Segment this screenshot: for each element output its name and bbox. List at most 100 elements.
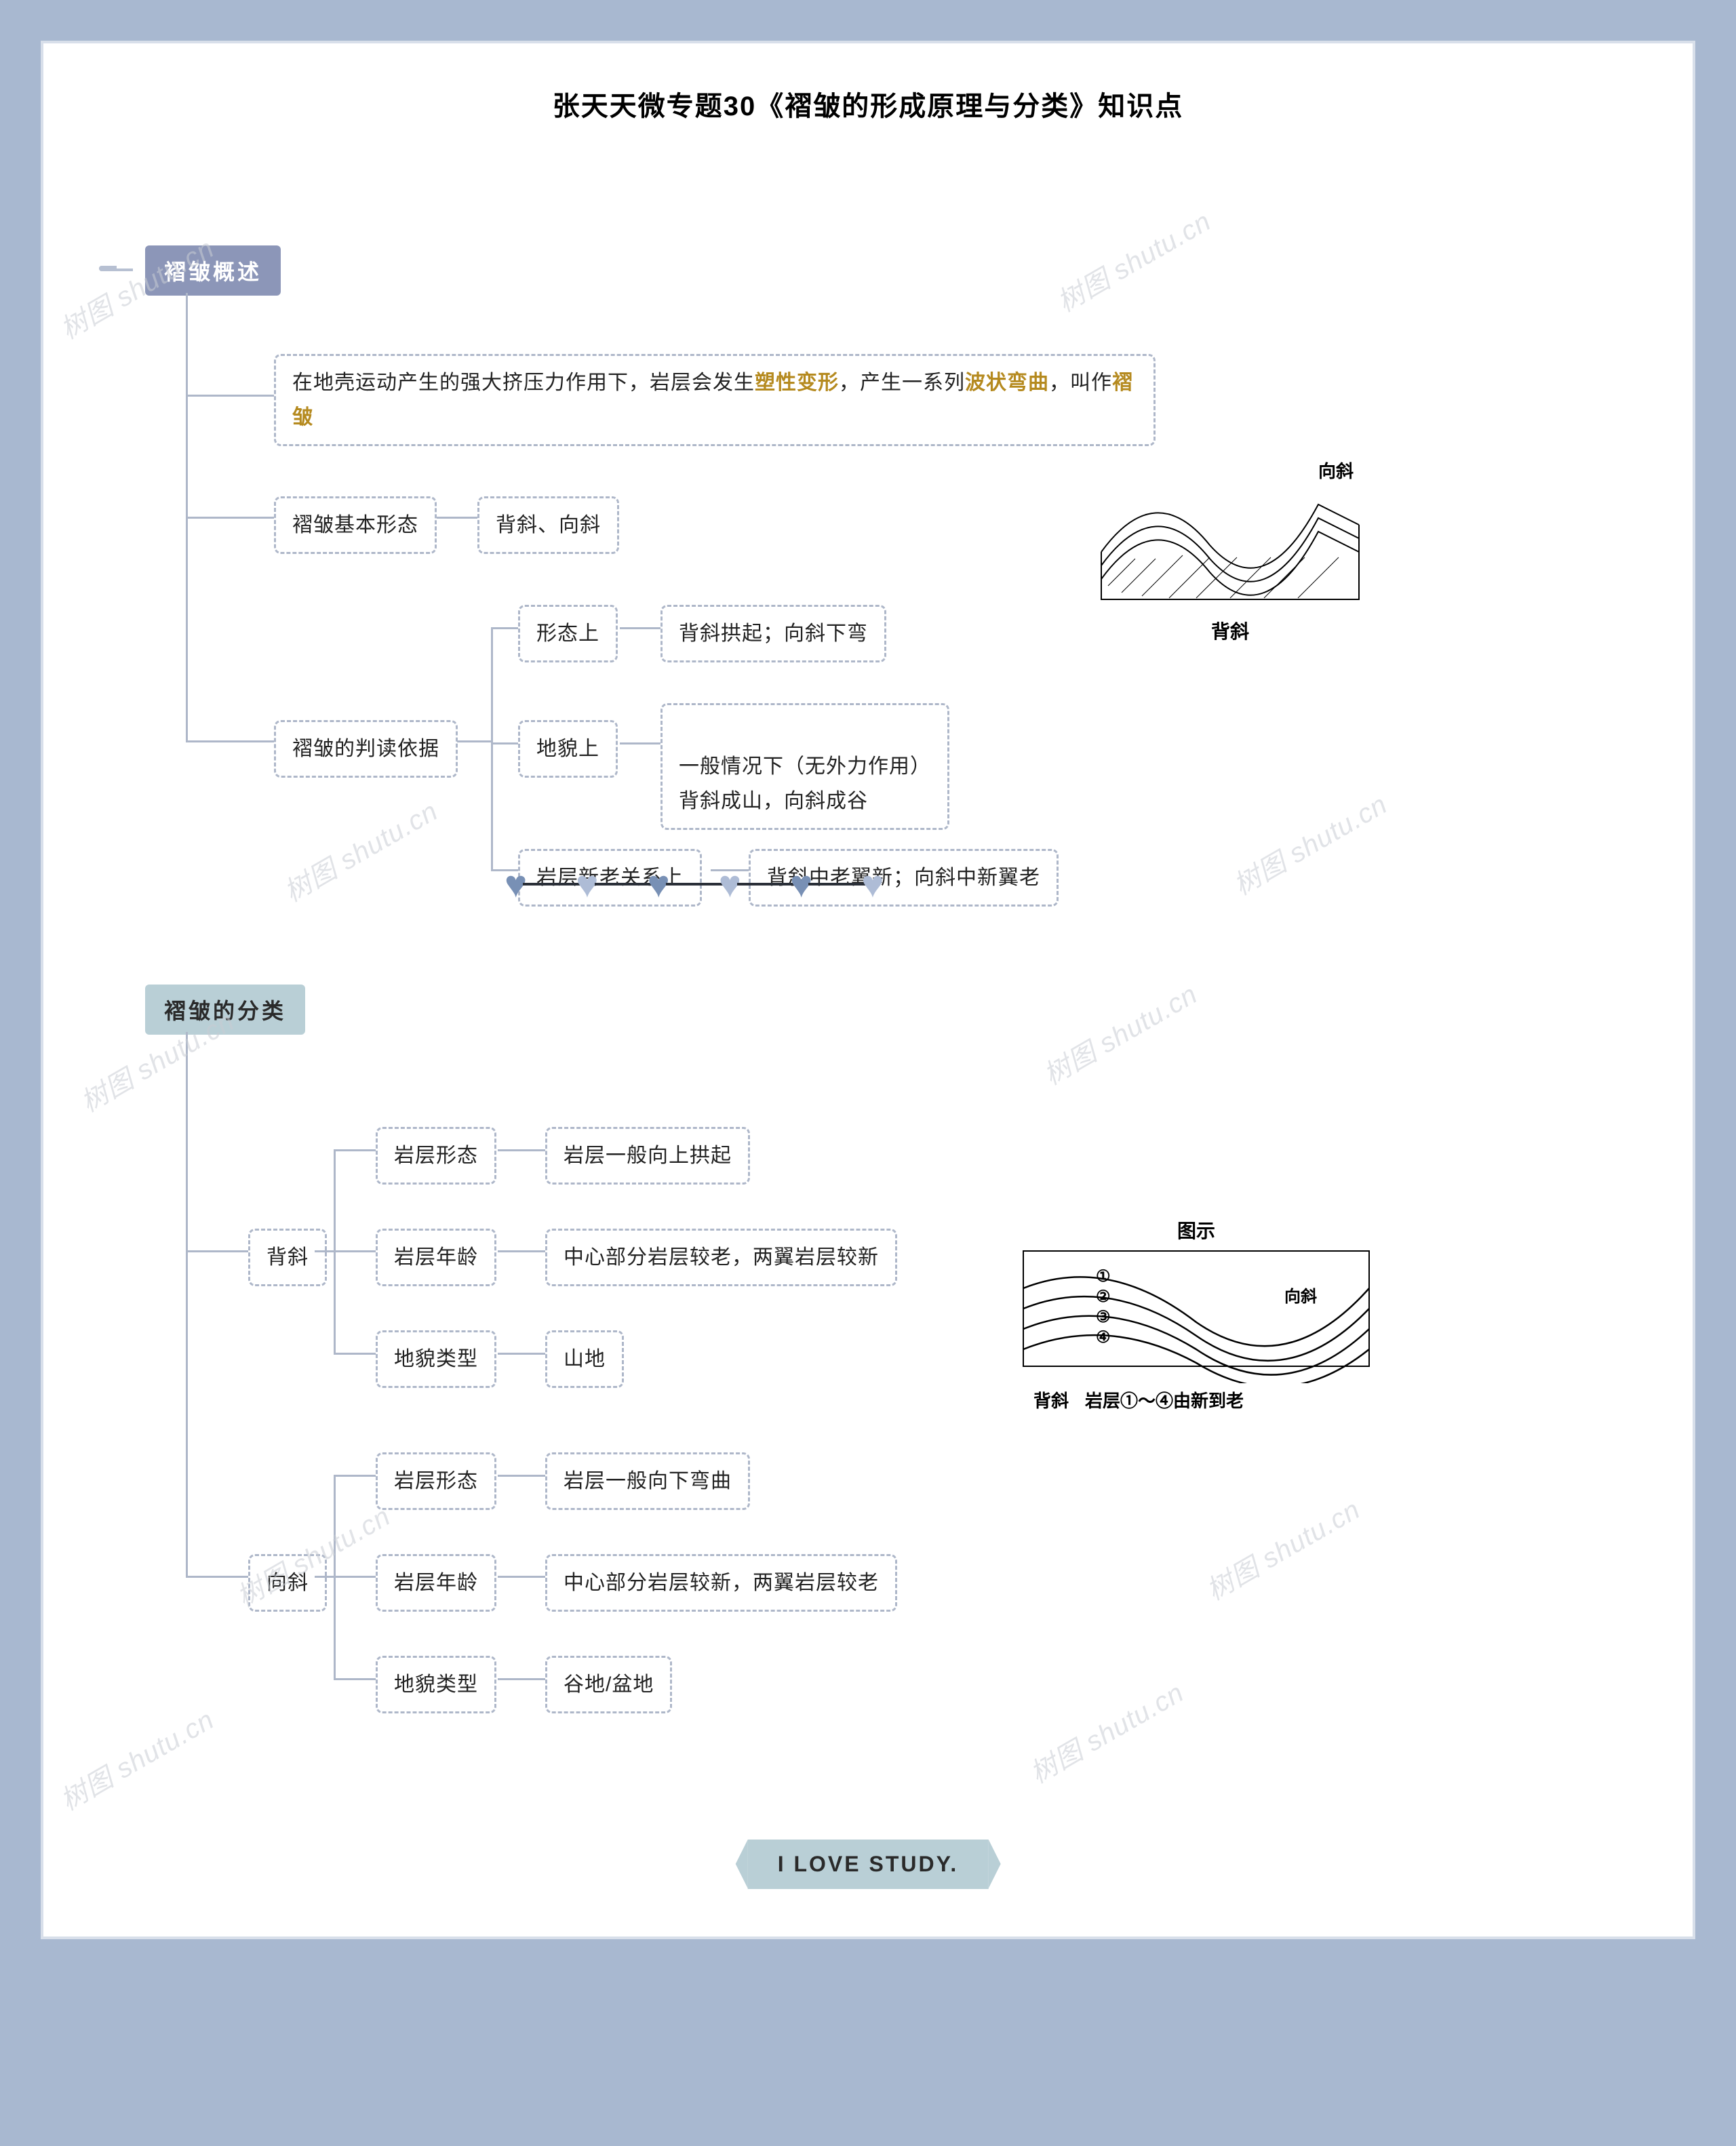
conn — [334, 1475, 376, 1477]
node-syncline-shape-label: 岩层形态 — [376, 1452, 496, 1510]
footer-text: I LOVE STUDY. — [778, 1852, 959, 1876]
block-diagram-svg: 向斜 — [1094, 450, 1366, 613]
figure-age-chart: 图示 ① ② ③ ④ 向斜 背斜 岩层①～④由新到老 — [1013, 1216, 1379, 1412]
page-title: 张天天微专题30《褶皱的形成原理与分类》知识点 — [71, 84, 1665, 123]
node-syncline-age-label: 岩层年龄 — [376, 1554, 496, 1612]
conn — [491, 627, 493, 871]
conn — [334, 1576, 376, 1578]
root-stub — [114, 269, 133, 271]
conn — [334, 1149, 376, 1151]
node-anticline-topo-label: 地貌类型 — [376, 1330, 496, 1388]
conn — [334, 1353, 376, 1355]
footer-banner: I LOVE STUDY. — [748, 1840, 989, 1889]
watermark: 树图 shutu.cn — [1198, 1488, 1366, 1608]
anticline-age-label: 岩层年龄 — [394, 1246, 478, 1269]
age-chart-svg: ① ② ③ ④ 向斜 — [1020, 1248, 1373, 1383]
anticline-label: 背斜 — [267, 1246, 309, 1269]
criteria-topo-label: 地貌上 — [536, 738, 599, 760]
conn — [315, 1576, 334, 1578]
hearts-row: ♥ ♥ ♥ ♥ ♥ ♥ — [505, 865, 884, 903]
def-mid: ，产生一系列 — [839, 372, 965, 394]
node-definition: 在地壳运动产生的强大挤压力作用下，岩层会发生塑性变形，产生一系列波状弯曲，叫作褶… — [274, 354, 1156, 446]
conn — [620, 627, 660, 629]
syncline-topo-label: 地貌类型 — [394, 1673, 478, 1696]
node-criteria-label: 褶皱的判读依据 — [274, 720, 458, 778]
svg-text:向斜: 向斜 — [1284, 1287, 1317, 1306]
node-criteria-topo-value: 一般情况下（无外力作用） 背斜成山，向斜成谷 — [660, 703, 949, 830]
watermark: 树图 shutu.cn — [1021, 1671, 1189, 1791]
label-anticline: 背斜 — [1088, 617, 1373, 644]
conn — [186, 1250, 248, 1252]
conn — [186, 740, 274, 742]
section-tag-overview: 褶皱概述 — [145, 245, 281, 296]
age-chart-caption-right: 岩层①～④由新到老 — [1085, 1387, 1244, 1412]
section-tag-class-label: 褶皱的分类 — [164, 999, 286, 1023]
def-hl1: 塑性变形 — [755, 372, 839, 394]
heart-line — [808, 883, 865, 886]
conn — [620, 742, 660, 744]
node-anticline-shape-label: 岩层形态 — [376, 1127, 496, 1185]
conn — [315, 1250, 334, 1252]
node-criteria-shape-value: 背斜拱起；向斜下弯 — [660, 605, 886, 662]
syncline-age-label: 岩层年龄 — [394, 1572, 478, 1594]
conn — [498, 1576, 545, 1578]
anticline-shape-label: 岩层形态 — [394, 1145, 478, 1167]
basic-form-value: 背斜、向斜 — [496, 514, 601, 536]
node-anticline-age-value: 中心部分岩层较老，两翼岩层较新 — [545, 1229, 897, 1286]
conn — [491, 627, 518, 629]
criteria-shape-value: 背斜拱起；向斜下弯 — [679, 622, 868, 645]
node-criteria-shape-label: 形态上 — [518, 605, 618, 662]
svg-text:③: ③ — [1096, 1308, 1111, 1326]
conn — [498, 1353, 545, 1355]
watermark: 树图 shutu.cn — [1035, 973, 1203, 1093]
anticline-topo-label: 地貌类型 — [394, 1348, 478, 1370]
svg-text:④: ④ — [1096, 1328, 1111, 1347]
svg-text:①: ① — [1096, 1267, 1111, 1286]
age-chart-title: 图示 — [1013, 1216, 1379, 1244]
conn — [334, 1250, 376, 1252]
page: 张天天微专题30《褶皱的形成原理与分类》知识点 褶皱概述 在地壳运动产生的强大挤… — [41, 41, 1695, 1939]
heart-line — [666, 883, 723, 886]
heart-line — [523, 883, 580, 886]
heart-line — [595, 883, 652, 886]
criteria-shape-label: 形态上 — [536, 622, 599, 645]
criteria-topo-value: 一般情况下（无外力作用） 背斜成山，向斜成谷 — [679, 755, 931, 812]
node-anticline-shape-value: 岩层一般向上拱起 — [545, 1127, 750, 1185]
anticline-topo-value: 山地 — [564, 1348, 606, 1370]
node-syncline-age-value: 中心部分岩层较新，两翼岩层较老 — [545, 1554, 897, 1612]
anticline-shape-value: 岩层一般向上拱起 — [564, 1145, 732, 1167]
conn — [186, 1032, 188, 1577]
node-anticline-age-label: 岩层年龄 — [376, 1229, 496, 1286]
figure-block-diagram: 向斜 背斜 — [1088, 450, 1373, 644]
conn — [498, 1475, 545, 1477]
section-tag-overview-label: 褶皱概述 — [164, 260, 262, 284]
watermark: 树图 shutu.cn — [1048, 200, 1217, 320]
conn — [498, 1149, 545, 1151]
svg-text:②: ② — [1096, 1288, 1111, 1306]
heart-icon: ♥ — [861, 865, 884, 903]
node-syncline: 向斜 — [248, 1554, 327, 1612]
conn — [437, 517, 477, 519]
def-hl2: 波状弯曲 — [965, 372, 1049, 394]
node-anticline-topo-value: 山地 — [545, 1330, 624, 1388]
def-pre: 在地壳运动产生的强大挤压力作用下，岩层会发生 — [292, 372, 755, 394]
age-chart-caption-left: 背斜 — [1033, 1387, 1069, 1412]
syncline-label: 向斜 — [267, 1572, 309, 1594]
node-syncline-shape-value: 岩层一般向下弯曲 — [545, 1452, 750, 1510]
conn — [491, 742, 518, 744]
conn — [498, 1250, 545, 1252]
syncline-shape-label: 岩层形态 — [394, 1470, 478, 1492]
node-basic-form-label: 褶皱基本形态 — [274, 496, 437, 554]
node-criteria-topo-label: 地貌上 — [518, 720, 618, 778]
watermark: 树图 shutu.cn — [1225, 783, 1393, 903]
label-syncline: 向斜 — [1318, 461, 1354, 481]
title-row: 张天天微专题30《褶皱的形成原理与分类》知识点 — [71, 64, 1665, 157]
conn — [186, 517, 274, 519]
conn — [334, 1678, 376, 1680]
def-mid2: ，叫作 — [1049, 372, 1112, 394]
criteria-label: 褶皱的判读依据 — [292, 738, 439, 760]
section-tag-class: 褶皱的分类 — [145, 985, 305, 1035]
node-syncline-topo-value: 谷地/盆地 — [545, 1656, 672, 1713]
conn — [498, 1678, 545, 1680]
conn — [457, 740, 491, 742]
